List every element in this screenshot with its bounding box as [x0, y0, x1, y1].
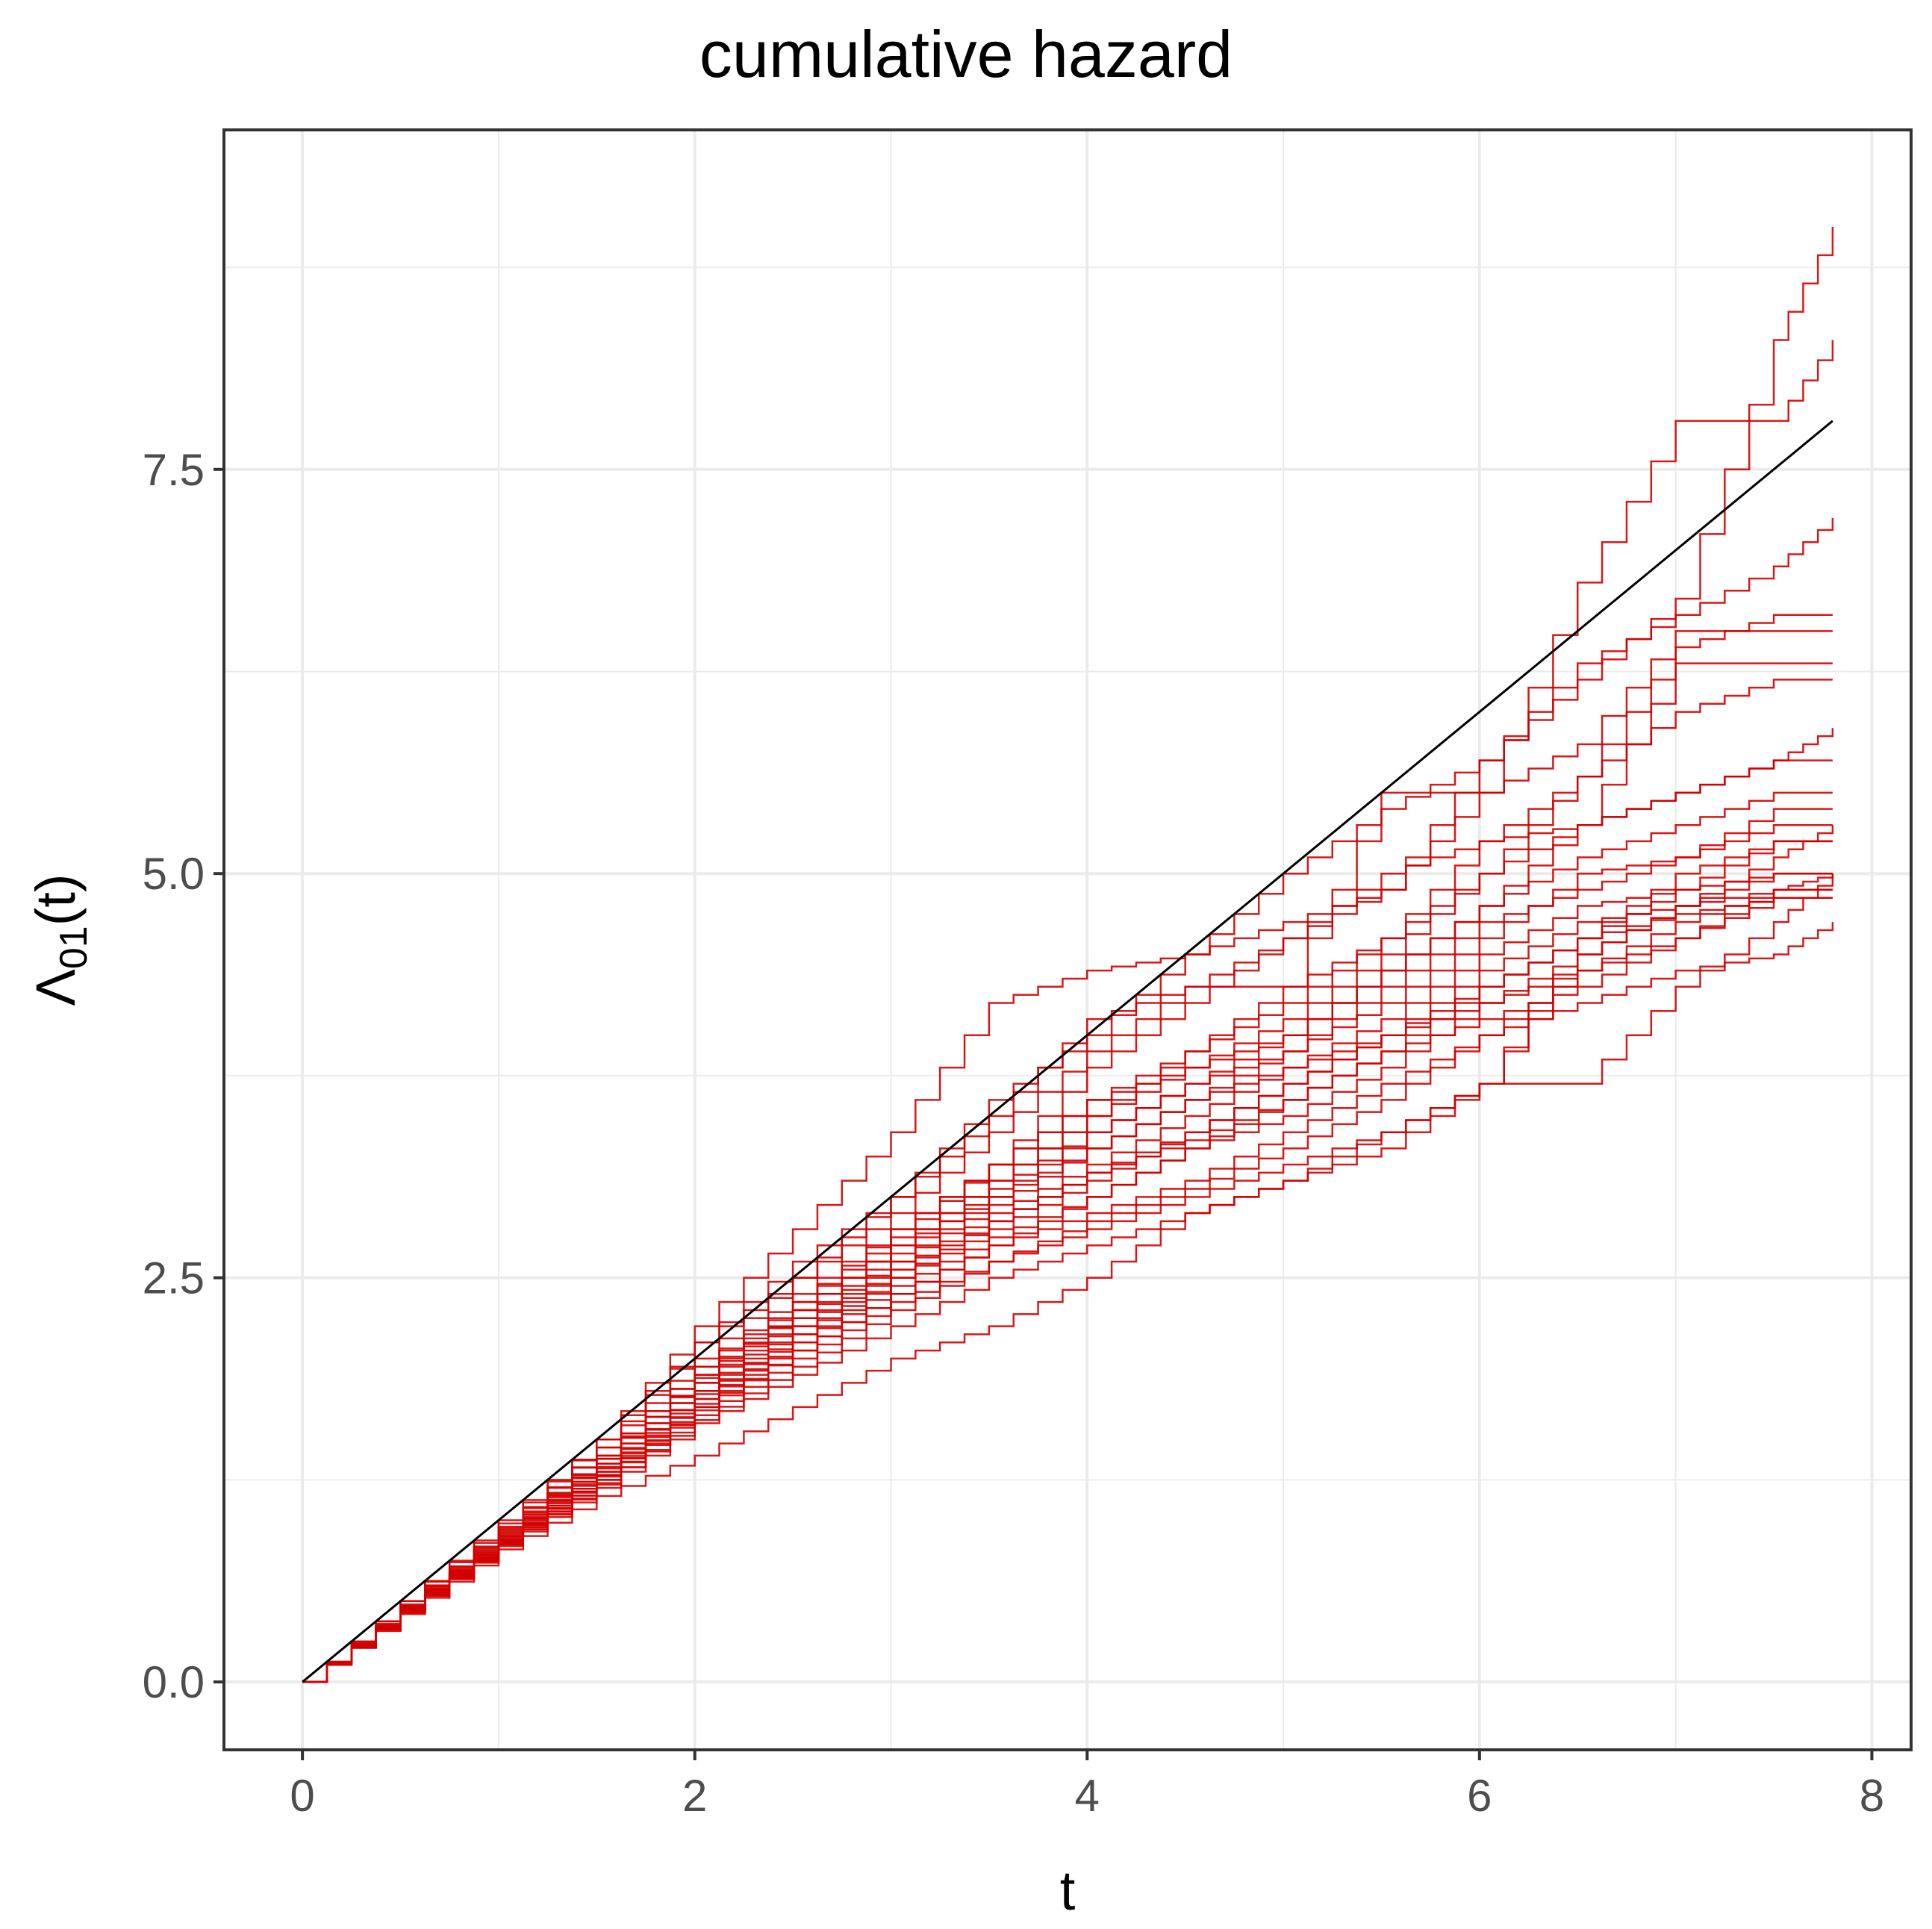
x-tick-label: 0: [290, 1771, 314, 1821]
x-tick-label: 8: [1860, 1771, 1884, 1821]
x-tick-label: 4: [1075, 1771, 1100, 1821]
x-tick-label: 6: [1467, 1771, 1492, 1821]
y-tick-label: 0.0: [143, 1657, 205, 1707]
estimate-series-line: [302, 840, 1833, 1683]
y-tick-label: 2.5: [143, 1253, 205, 1303]
estimate-series-line: [302, 679, 1833, 1683]
estimate-series-line: [302, 897, 1833, 1683]
y-tick-label: 5.0: [143, 849, 205, 899]
y-tick-label: 7.5: [143, 445, 205, 495]
estimate-series-line: [302, 728, 1834, 1683]
estimate-series-line: [302, 340, 1834, 1683]
estimate-series-line: [302, 888, 1833, 1683]
estimate-series-line: [302, 922, 1834, 1683]
y-axis-ticks: 0.0 2.5 5.0 7.5: [143, 445, 224, 1707]
grid-lines: [224, 130, 1911, 1750]
estimate-series-line: [302, 872, 1833, 1683]
x-tick-label: 2: [682, 1771, 707, 1821]
series-lines: [302, 226, 1834, 1683]
estimate-series-line: [302, 872, 1833, 1683]
estimate-series-line: [302, 808, 1833, 1683]
estimate-series-line: [302, 226, 1834, 1683]
x-axis-ticks: 0 2 4 6 8: [290, 1750, 1884, 1821]
true-hazard-line: [302, 420, 1833, 1683]
estimate-series-line: [302, 840, 1833, 1683]
chart-title: cumulative hazard: [699, 17, 1233, 91]
estimate-series-line: [302, 873, 1834, 1683]
panel-border: [222, 128, 1913, 1751]
x-axis-title: t: [1060, 1860, 1076, 1922]
estimate-series-line: [302, 791, 1833, 1683]
y-axis-title: Λ01(t): [25, 873, 96, 1006]
reference-line: [302, 420, 1833, 1683]
estimate-series-line: [302, 888, 1833, 1683]
